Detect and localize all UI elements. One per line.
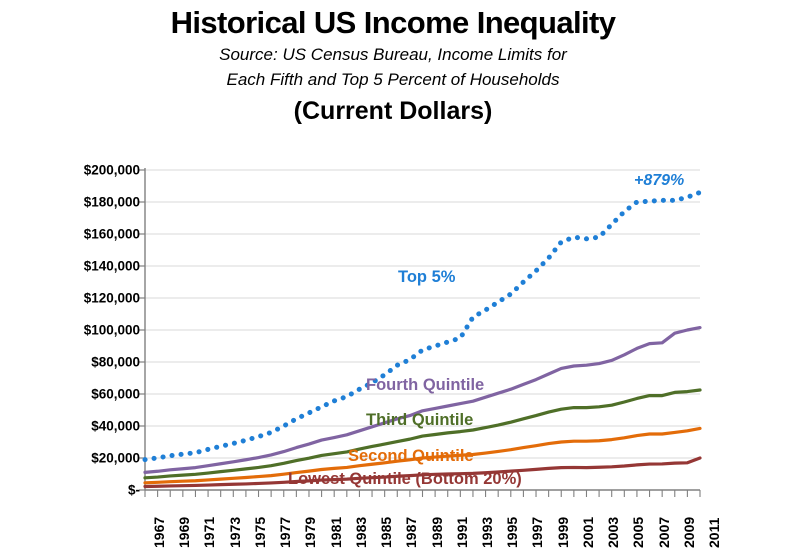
y-axis-labels: $- $20,000 $40,000 $60,000 $80,000 $100,000 $1… [28, 0, 140, 554]
data-series [142, 189, 703, 489]
y-axis-tick-label: $80,000 [91, 354, 140, 370]
growth-annotation: +879% [634, 172, 685, 189]
y-axis-tick-label: $200,000 [83, 162, 140, 178]
y-axis-ticks [139, 169, 145, 491]
chart-title-block: Historical US Income Inequality Source: … [0, 4, 786, 128]
series-label-1: Fourth Quintile [366, 376, 485, 394]
series-label-0: Top 5% [398, 268, 456, 286]
y-axis-tick-label: $40,000 [91, 418, 140, 434]
series-label-3: Second Quintile [348, 447, 474, 465]
chart-subtitle-line-1: Source: US Census Bureau, Income Limits … [219, 45, 567, 64]
y-axis-tick-label: $60,000 [91, 386, 140, 402]
series-label-2: Third Quintile [366, 411, 474, 429]
x-axis-ticks [144, 490, 701, 497]
chart-main-title: Historical US Income Inequality [170, 5, 616, 40]
series-line-1 [143, 326, 702, 474]
series-label-4: Lowest Quintile (Bottom 20%) [288, 470, 522, 488]
y-axis-tick-label: $20,000 [91, 450, 140, 466]
y-axis-tick-label: $- [127, 482, 140, 498]
chart-subtitle-line-2: Each Fifth and Top 5 Percent of Househol… [226, 70, 560, 89]
y-axis-tick-label: $160,000 [83, 226, 140, 242]
series-line-2 [143, 388, 702, 480]
series-line-4 [143, 456, 702, 489]
y-axis-tick-label: $120,000 [83, 290, 140, 306]
series-line-0 [142, 189, 703, 463]
chart-units-title: (Current Dollars) [293, 97, 493, 125]
y-axis-tick-label: $100,000 [83, 322, 140, 338]
y-axis-tick-label: $180,000 [83, 194, 140, 210]
series-line-3 [143, 426, 702, 485]
y-axis-tick-label: $140,000 [83, 258, 140, 274]
